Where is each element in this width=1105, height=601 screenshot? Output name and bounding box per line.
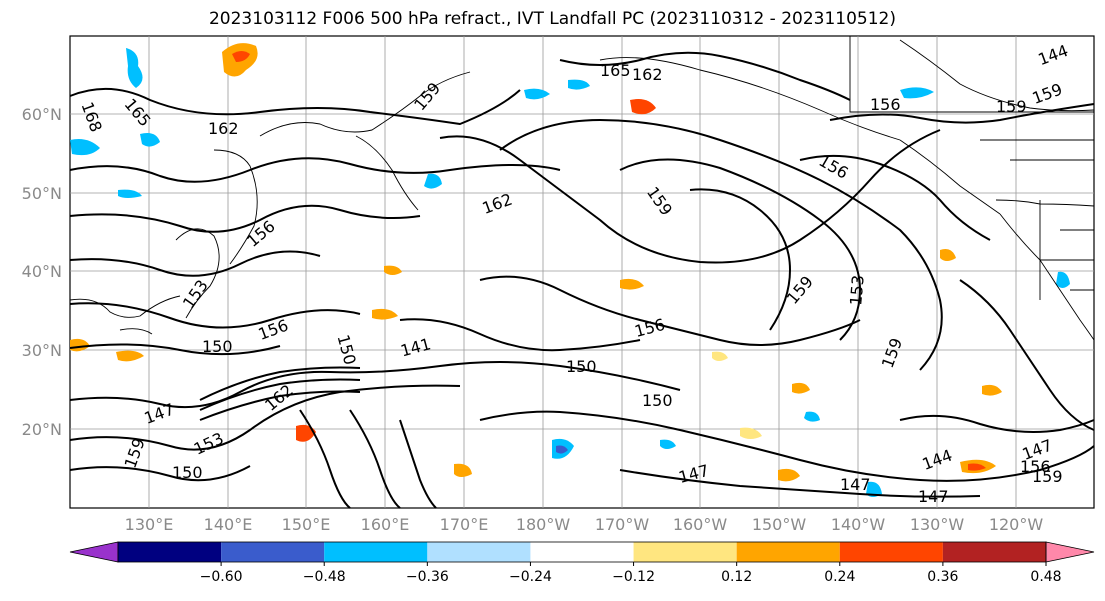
colorbar-extend-low bbox=[69, 541, 119, 563]
latitude-labels: 60°N 50°N 40°N 30°N 20°N bbox=[22, 105, 62, 439]
lon-label: 130°E bbox=[125, 515, 174, 534]
coastlines bbox=[69, 36, 1095, 341]
lat-label: 60°N bbox=[22, 105, 62, 124]
colorbar-tick-label: −0.36 bbox=[406, 569, 449, 585]
colorbar-swatch bbox=[530, 542, 634, 562]
lon-label: 180°W bbox=[516, 515, 571, 534]
contour-label: 150 bbox=[202, 337, 233, 356]
map-title: 2023103112 F006 500 hPa refract., IVT La… bbox=[208, 9, 896, 29]
contour-label: 147 bbox=[918, 487, 949, 506]
lat-label: 30°N bbox=[22, 341, 62, 360]
colorbar-swatch bbox=[942, 542, 1046, 562]
contour-label: 162 bbox=[632, 65, 663, 84]
contour-label: 165 bbox=[600, 61, 631, 80]
colorbar-tick-label: −0.48 bbox=[303, 569, 346, 585]
colorbar-tick-label: 0.12 bbox=[721, 569, 752, 585]
lat-label: 50°N bbox=[22, 184, 62, 203]
colorbar-swatch bbox=[118, 542, 222, 562]
lon-label: 140°E bbox=[204, 515, 253, 534]
lon-label: 140°W bbox=[831, 515, 886, 534]
contour-label: 156 bbox=[870, 95, 901, 114]
contour-label: 159 bbox=[1032, 467, 1063, 486]
colorbar-extend-high bbox=[1045, 541, 1095, 563]
contour-label: 153 bbox=[846, 274, 868, 306]
lat-label: 40°N bbox=[22, 262, 62, 281]
colorbar-swatch bbox=[736, 542, 840, 562]
contour-label: 150 bbox=[566, 357, 597, 376]
lon-label: 170°E bbox=[440, 515, 489, 534]
lon-label: 170°W bbox=[595, 515, 650, 534]
colorbar-tick-label: −0.24 bbox=[509, 569, 552, 585]
colorbar-outline bbox=[117, 541, 1047, 563]
contour-label: 150 bbox=[642, 391, 673, 410]
lon-label: 120°W bbox=[989, 515, 1044, 534]
lon-label: 160°E bbox=[361, 515, 410, 534]
colorbar-tick-label: −0.12 bbox=[612, 569, 655, 585]
map-frame bbox=[69, 35, 1095, 509]
colorbar-tick-label: 0.24 bbox=[824, 569, 855, 585]
refractivity-shading bbox=[70, 43, 1070, 497]
contour-label: 150 bbox=[172, 463, 203, 482]
contour-label: 159 bbox=[996, 97, 1027, 116]
lon-label: 150°E bbox=[282, 515, 331, 534]
longitude-labels: 130°E 140°E 150°E 160°E 170°E 180°W 170°… bbox=[125, 515, 1044, 534]
colorbar-tick-label: 0.48 bbox=[1030, 569, 1061, 585]
colorbar-swatch bbox=[427, 542, 531, 562]
contour-label: 156 bbox=[1020, 457, 1051, 476]
lon-label: 130°W bbox=[910, 515, 965, 534]
colorbar-tick-label: −0.60 bbox=[200, 569, 243, 585]
colorbar: −0.60 −0.48 −0.36 −0.24 −0.12 0.12 0.24 0.36 0.4… bbox=[69, 541, 1095, 585]
contour-label: 147 bbox=[840, 475, 871, 494]
colorbar-tick-label: 0.36 bbox=[927, 569, 958, 585]
colorbar-swatch bbox=[324, 542, 428, 562]
lon-label: 160°W bbox=[673, 515, 728, 534]
contours bbox=[69, 51, 1095, 509]
contour-label: 162 bbox=[208, 119, 239, 138]
lat-label: 20°N bbox=[22, 420, 62, 439]
colorbar-swatch bbox=[633, 542, 737, 562]
lon-label: 150°W bbox=[752, 515, 807, 534]
colorbar-swatch bbox=[839, 542, 943, 562]
colorbar-swatch bbox=[221, 542, 325, 562]
